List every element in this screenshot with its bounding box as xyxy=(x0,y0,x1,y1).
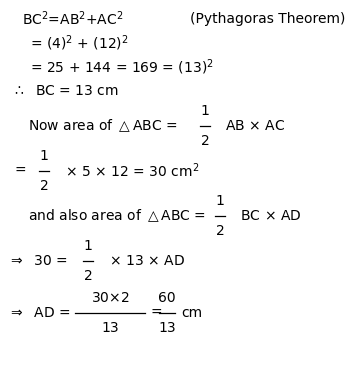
Text: AB $\times$ AC: AB $\times$ AC xyxy=(221,119,285,133)
Text: 2: 2 xyxy=(84,269,92,283)
Text: $\times$ 5 $\times$ 12 = 30 cm$^2$: $\times$ 5 $\times$ 12 = 30 cm$^2$ xyxy=(61,162,199,180)
Text: cm: cm xyxy=(181,306,202,320)
Text: and also area of $\triangle$ABC =: and also area of $\triangle$ABC = xyxy=(28,208,206,224)
Text: $\Rightarrow$  30 =: $\Rightarrow$ 30 = xyxy=(8,254,68,268)
Text: $\therefore$  BC = 13 cm: $\therefore$ BC = 13 cm xyxy=(12,84,119,98)
Text: 30$\times$2: 30$\times$2 xyxy=(91,291,129,305)
Text: =: = xyxy=(14,164,26,178)
Text: BC $\times$ AD: BC $\times$ AD xyxy=(236,209,302,223)
Text: = 25 + 144 = 169 = (13)$^2$: = 25 + 144 = 169 = (13)$^2$ xyxy=(30,57,214,77)
Text: 1: 1 xyxy=(200,104,210,118)
Text: 13: 13 xyxy=(101,321,119,335)
Text: 13: 13 xyxy=(158,321,176,335)
Text: Now area of $\triangle$ABC =: Now area of $\triangle$ABC = xyxy=(28,118,177,134)
Text: $\Rightarrow$  AD =: $\Rightarrow$ AD = xyxy=(8,306,71,320)
Text: $\times$ 13 $\times$ AD: $\times$ 13 $\times$ AD xyxy=(105,254,185,268)
Text: 2: 2 xyxy=(201,134,210,148)
Text: 1: 1 xyxy=(216,194,224,208)
Text: 2: 2 xyxy=(40,179,48,193)
Text: 1: 1 xyxy=(40,149,48,163)
Text: 1: 1 xyxy=(84,239,92,253)
Text: = (4)$^2$ + (12)$^2$: = (4)$^2$ + (12)$^2$ xyxy=(30,33,129,53)
Text: BC$^2$=AB$^2$+AC$^2$: BC$^2$=AB$^2$+AC$^2$ xyxy=(22,10,124,28)
Text: 60: 60 xyxy=(158,291,176,305)
Text: =: = xyxy=(151,306,163,320)
Text: 2: 2 xyxy=(216,224,224,238)
Text: (Pythagoras Theorem): (Pythagoras Theorem) xyxy=(190,12,345,26)
